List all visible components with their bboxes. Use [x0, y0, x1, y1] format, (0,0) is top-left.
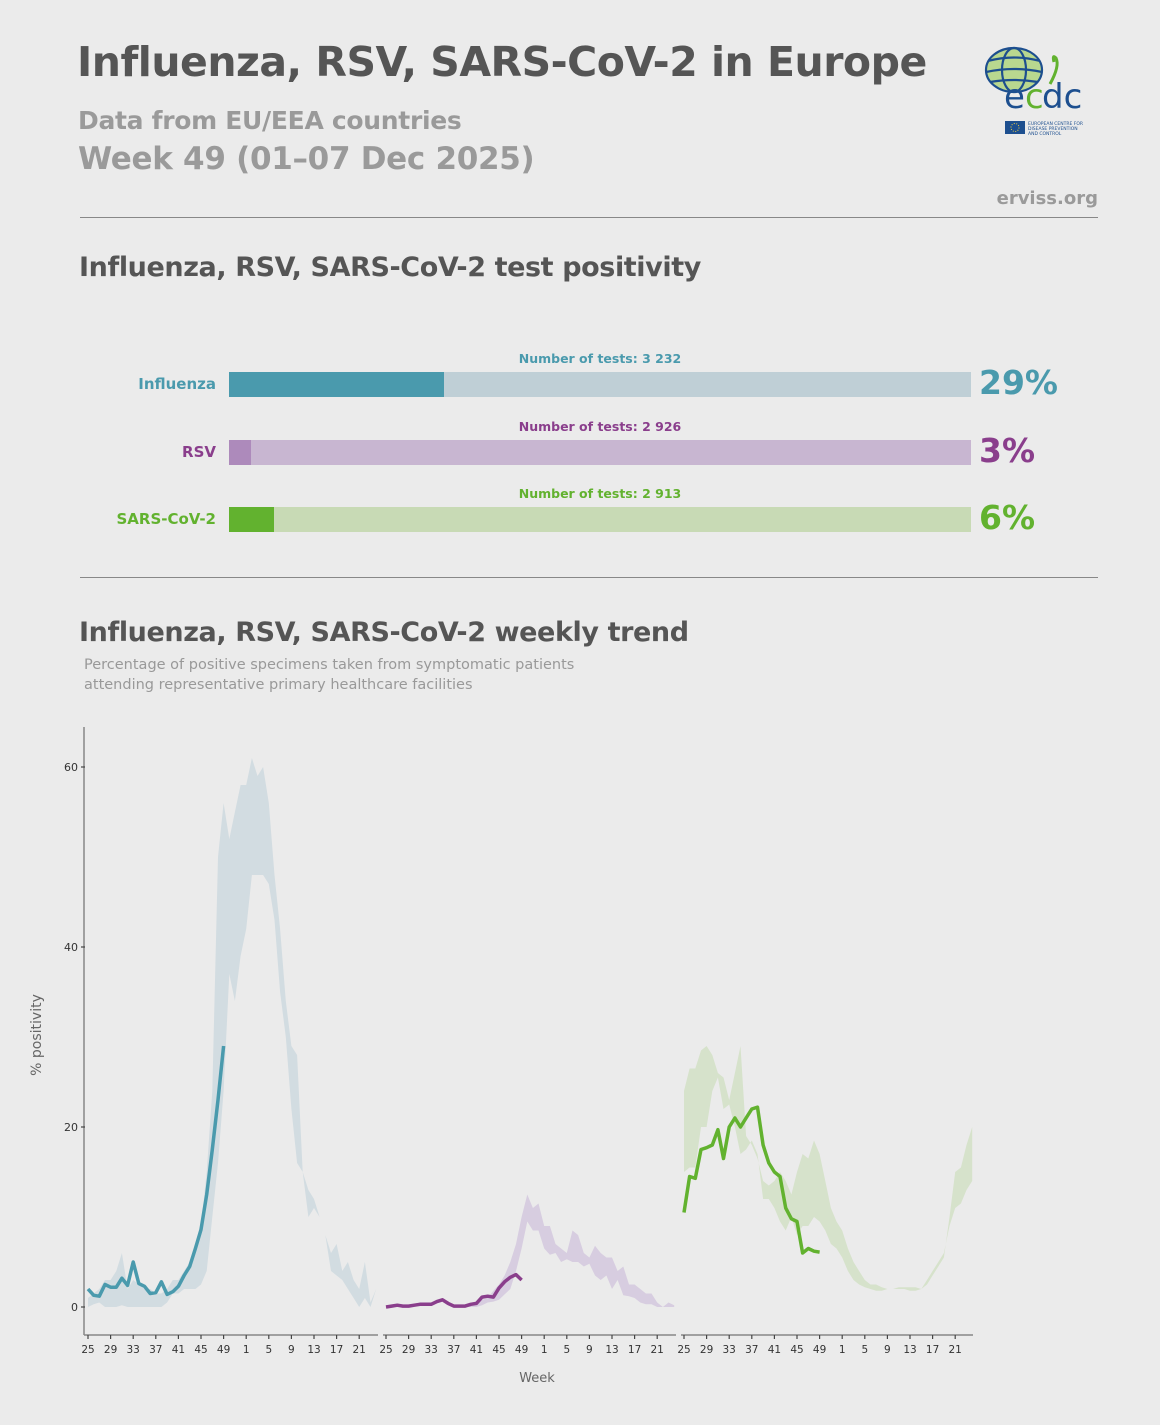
x-tick-label: 1	[839, 1344, 846, 1356]
x-tick-label: 17	[628, 1344, 641, 1356]
svg-text:dc: dc	[1042, 77, 1082, 117]
tests-count-rsv: Number of tests: 2 926	[518, 419, 682, 434]
x-tick-label: 21	[949, 1344, 962, 1356]
percent-rsv: 3%	[979, 431, 1036, 470]
page-title: Influenza, RSV, SARS-CoV-2 in Europe	[77, 38, 927, 86]
percent-influenza: 29%	[979, 363, 1058, 402]
x-tick-label: 37	[745, 1344, 758, 1356]
tests-count-influenza: Number of tests: 3 232	[518, 351, 682, 366]
divider	[80, 217, 1098, 218]
x-tick-label: 49	[217, 1344, 230, 1356]
svg-text:AND CONTROL: AND CONTROL	[1028, 131, 1062, 137]
divider	[80, 577, 1098, 578]
site-link[interactable]: erviss.org	[996, 188, 1098, 209]
y-tick-label: 0	[71, 1301, 78, 1314]
x-tick-label: 21	[651, 1344, 664, 1356]
x-tick-label: 5	[563, 1344, 570, 1356]
bar-track-influenza	[229, 372, 971, 397]
bar-fill-influenza	[229, 372, 445, 397]
trend-note-line2: attending representative primary healthc…	[84, 677, 473, 693]
x-tick-label: 9	[884, 1344, 891, 1356]
bar-fill-rsv	[229, 440, 252, 465]
x-axis-label: Week	[519, 1371, 555, 1386]
y-axis-label: % positivity	[29, 994, 45, 1076]
percent-sars-cov-2: 6%	[979, 498, 1036, 537]
x-tick-label: 33	[425, 1344, 438, 1356]
x-tick-label: 25	[81, 1344, 94, 1356]
y-tick-label: 40	[64, 941, 78, 954]
bar-fill-sars-cov-2	[229, 507, 274, 532]
svg-text:c: c	[1025, 77, 1044, 117]
positivity-section-title: Influenza, RSV, SARS-CoV-2 test positivi…	[79, 252, 701, 283]
tests-count-sars-cov-2: Number of tests: 2 913	[518, 486, 682, 501]
x-tick-label: 17	[926, 1344, 939, 1356]
y-tick-label: 60	[64, 761, 78, 774]
x-tick-label: 21	[353, 1344, 366, 1356]
x-tick-label: 29	[700, 1344, 713, 1356]
x-tick-label: 37	[447, 1344, 460, 1356]
x-tick-label: 49	[813, 1344, 826, 1356]
trend-section-title: Influenza, RSV, SARS-CoV-2 weekly trend	[79, 617, 689, 648]
x-tick-label: 9	[288, 1344, 295, 1356]
x-tick-label: 1	[541, 1344, 548, 1356]
historical-range-band-1	[386, 1194, 675, 1307]
bar-label-rsv: RSV	[182, 443, 216, 461]
historical-range-band-2	[684, 1046, 973, 1291]
svg-text:DISEASE PREVENTION: DISEASE PREVENTION	[1028, 126, 1078, 132]
x-tick-label: 49	[515, 1344, 528, 1356]
weekly-trend-chart: 25 29 33 37 41 45 49 1 5 9 13 17 21 25 29 33 37 41 45 49 1 5 9…	[29, 727, 973, 1386]
x-tick-label: 45	[492, 1344, 505, 1356]
x-tick-label: 41	[470, 1344, 483, 1356]
x-tick-label: 41	[768, 1344, 781, 1356]
y-tick-label: 20	[64, 1121, 78, 1134]
x-tick-label: 5	[265, 1344, 272, 1356]
x-tick-label: 5	[861, 1344, 868, 1356]
x-tick-label: 33	[127, 1344, 140, 1356]
trend-note-line1: Percentage of positive specimens taken f…	[84, 657, 575, 673]
x-tick-label: 13	[307, 1344, 320, 1356]
historical-range-band-0	[88, 758, 377, 1307]
x-tick-label: 45	[790, 1344, 803, 1356]
x-tick-label: 17	[330, 1344, 343, 1356]
x-tick-label: 41	[172, 1344, 185, 1356]
bar-track-rsv	[229, 440, 971, 465]
bar-label-influenza: Influenza	[138, 375, 216, 393]
x-tick-label: 25	[379, 1344, 392, 1356]
x-tick-label: 45	[194, 1344, 207, 1356]
ecdc-logo: e c dc EUROPEAN CENTRE FOR DISEASE PREVE…	[982, 44, 1092, 140]
x-tick-label: 13	[903, 1344, 916, 1356]
x-tick-label: 29	[104, 1344, 117, 1356]
x-tick-label: 1	[243, 1344, 250, 1356]
x-tick-label: 9	[586, 1344, 593, 1356]
bar-track-sars-cov-2	[229, 507, 971, 532]
x-tick-label: 13	[605, 1344, 618, 1356]
x-tick-label: 25	[677, 1344, 690, 1356]
x-tick-label: 37	[149, 1344, 162, 1356]
svg-text:EUROPEAN CENTRE FOR: EUROPEAN CENTRE FOR	[1028, 121, 1083, 127]
page-subtitle: Data from EU/EEA countries	[78, 106, 462, 135]
x-tick-label: 29	[402, 1344, 415, 1356]
svg-text:e: e	[1004, 77, 1025, 117]
bar-label-sars-cov-2: SARS-CoV-2	[116, 510, 217, 528]
x-tick-label: 33	[723, 1344, 736, 1356]
reporting-week: Week 49 (01–07 Dec 2025)	[78, 141, 535, 177]
